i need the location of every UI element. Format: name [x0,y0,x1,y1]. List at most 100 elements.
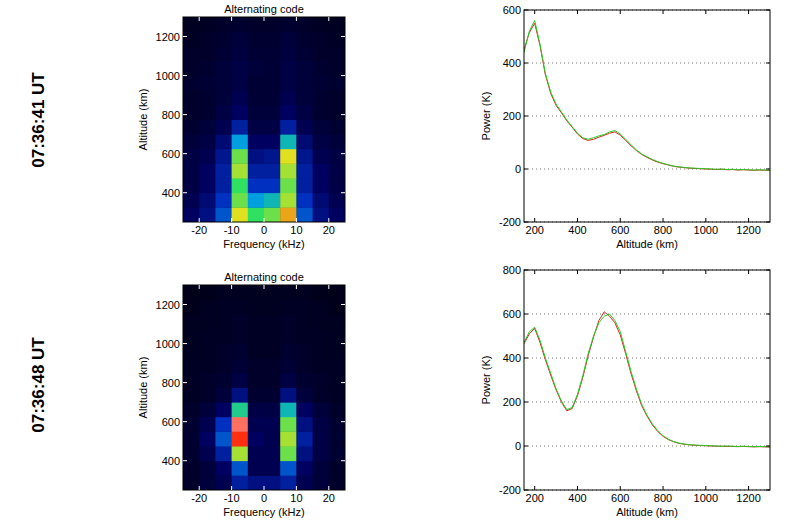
y-tick-label: 1200 [156,299,180,311]
heat-cell [329,285,345,300]
plot-frame [524,10,770,222]
y-tick [524,116,528,117]
x-tick [231,486,232,490]
plot-background [183,17,345,222]
y-tick [341,36,345,37]
heat-cell [264,46,281,61]
x-axis-title: Frequency (kHz) [223,506,304,518]
y-tick [183,421,187,422]
heat-cell [264,61,281,76]
heat-cell [232,461,249,476]
heat-cell [183,344,200,359]
heat-cell [329,149,345,164]
heat-cell [264,207,281,222]
y-tick [766,358,770,359]
heat-cell [264,120,281,135]
heat-cell [313,76,330,91]
heat-cell [248,90,265,105]
x-tick [328,17,329,21]
heat-cell [199,178,216,193]
heat-cell [232,178,249,193]
heat-cell [183,461,200,476]
heat-cell [232,163,249,178]
x-tick-label: 20 [323,492,335,504]
cells [183,17,345,222]
heat-cell [313,417,330,432]
heat-cell [329,344,345,359]
heat-cell [329,163,345,178]
y-tick-label: 1000 [156,338,180,350]
y-tick [766,490,770,491]
y-tick [524,446,528,447]
heat-cell [329,178,345,193]
heat-cell [313,134,330,149]
heat-cell [264,149,281,164]
grid-line [524,116,770,117]
heat-cell [232,207,249,222]
heat-cell [313,344,330,359]
heat-cell [199,285,216,300]
heat-cell [215,344,232,359]
heat-cell [264,446,281,461]
x-tick [534,270,535,274]
y-tick [766,270,770,271]
panel-title: Alternating code [224,3,304,15]
heat-cell [329,17,345,32]
heat-cell [313,461,330,476]
heat-cell [215,475,232,490]
x-tick [264,218,265,222]
x-tick-label: 600 [611,224,629,236]
heat-cell [248,300,265,315]
heat-cell [215,134,232,149]
heat-cell [264,193,281,208]
x-tick-label: 400 [568,492,586,504]
heat-cell [264,388,281,403]
y-tick-label: 400 [162,187,180,199]
x-tick [231,17,232,21]
y-tick-label: 600 [162,416,180,428]
heat-cell [280,134,297,149]
row-label: 07:36:41 UT [29,72,48,168]
panel-title: Alternating code [224,271,304,283]
heat-cell [264,300,281,315]
plot-frame [524,270,770,490]
heat-cell [199,120,216,135]
heat-cell [215,417,232,432]
heat-cell [329,90,345,105]
heatmap-panel: Alternating code-20-10010204006008001000… [137,3,346,250]
heat-cell [329,76,345,91]
heat-cell [199,461,216,476]
x-tick-label: 200 [526,224,544,236]
heat-cell [199,446,216,461]
y-tick [341,304,345,305]
heat-cell [248,32,265,47]
y-tick-label: 400 [162,455,180,467]
lines [524,21,770,171]
heat-cell [264,417,281,432]
heat-cell [215,46,232,61]
x-tick-label: 20 [323,224,335,236]
x-tick [231,285,232,289]
heat-cell [183,76,200,91]
y-tick [524,490,528,491]
heat-cell [215,149,232,164]
y-tick-label: 800 [503,264,521,276]
heat-cell [248,417,265,432]
x-tick [577,218,578,222]
row-label: 07:36:48 UT [29,337,48,433]
heat-cell [264,163,281,178]
x-tick [620,270,621,274]
heat-cell [248,178,265,193]
heat-cell [183,431,200,446]
heat-cell [296,329,313,344]
heat-cell [183,446,200,461]
heat-cell [296,46,313,61]
heat-cell [329,134,345,149]
x-tick [663,218,664,222]
heat-cell [264,402,281,417]
heat-cell [199,431,216,446]
heat-cell [248,388,265,403]
y-tick [183,192,187,193]
grid-line [524,358,770,359]
heat-cell [264,373,281,388]
